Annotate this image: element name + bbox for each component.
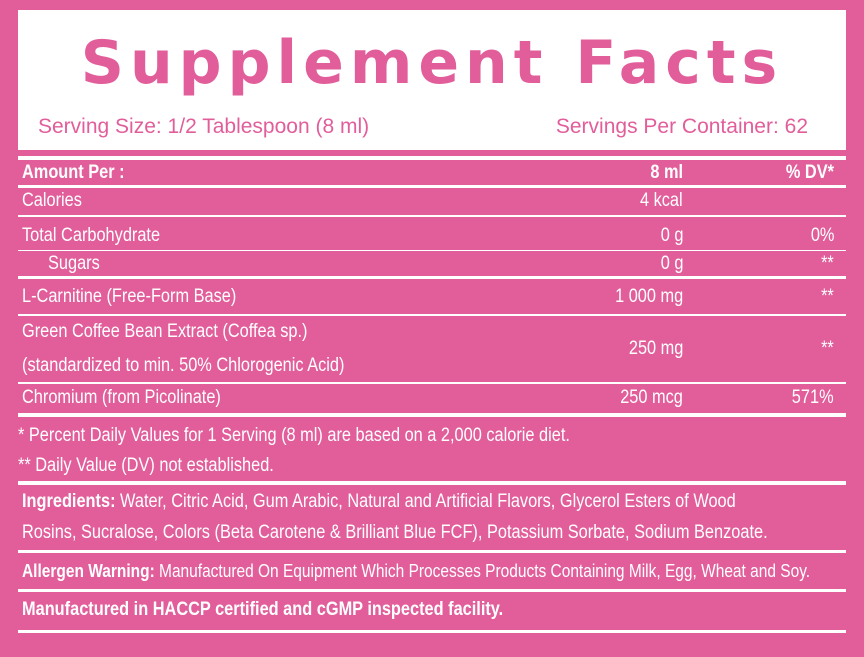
column-header: % DV* <box>785 162 834 183</box>
divider <box>18 250 846 251</box>
divider <box>18 185 846 188</box>
nutrient-name: Green Coffee Bean Extract (Coffea sp.) <box>22 321 308 342</box>
manufactured-note: Manufactured in HACCP certified and cGMP… <box>22 599 504 620</box>
daily-value: 0% <box>810 225 834 246</box>
divider <box>18 314 846 316</box>
daily-value: 571% <box>792 387 834 408</box>
title: Supplement Facts <box>80 28 784 98</box>
ingredients-label: Ingredients: <box>22 491 116 512</box>
daily-value: ** <box>821 286 834 307</box>
amount: 250 mcg <box>620 387 683 408</box>
nutrient-name: L-Carnitine (Free-Form Base) <box>22 286 237 307</box>
ingredients-text: Rosins, Sucralose, Colors (Beta Carotene… <box>22 522 768 543</box>
ingredients: Ingredients: Water, Citric Acid, Gum Ara… <box>22 490 736 514</box>
serving-size: Serving Size: 1/2 Tablespoon (8 ml) <box>38 115 370 138</box>
daily-value: ** <box>821 253 834 274</box>
divider <box>18 589 846 592</box>
allergen-label: Allergen Warning: <box>22 561 155 581</box>
amount: 250 mg <box>628 338 683 359</box>
divider <box>18 550 846 553</box>
divider <box>18 215 846 217</box>
divider <box>18 382 846 384</box>
divider <box>18 413 846 417</box>
amount: 0 g <box>660 225 683 246</box>
column-header: Amount Per : <box>22 162 125 183</box>
amount: 4 kcal <box>640 190 683 211</box>
footnote: ** Daily Value (DV) not established. <box>18 455 274 476</box>
nutrient-name: (standardized to min. 50% Chlorogenic Ac… <box>22 355 345 376</box>
servings-per-container: Servings Per Container: 62 <box>555 115 808 138</box>
nutrient-name: Calories <box>22 190 82 211</box>
divider <box>18 276 846 279</box>
ingredients-text: Water, Citric Acid, Gum Arabic, Natural … <box>120 491 736 512</box>
amount: 1 000 mg <box>614 286 683 307</box>
nutrient-name: Total Carbohydrate <box>22 225 161 246</box>
header-box: Supplement Facts Serving Size: 1/2 Table… <box>18 10 846 150</box>
column-header: 8 ml <box>650 162 683 183</box>
nutrient-name: Chromium (from Picolinate) <box>22 387 221 408</box>
allergen-text: Manufactured On Equipment Which Processe… <box>159 561 811 581</box>
amount: 0 g <box>660 253 683 274</box>
footnote: * Percent Daily Values for 1 Serving (8 … <box>18 425 570 446</box>
daily-value: ** <box>821 338 834 359</box>
nutrient-name: Sugars <box>48 253 100 274</box>
divider <box>18 630 846 633</box>
allergen: Allergen Warning: Manufactured On Equipm… <box>22 559 810 583</box>
divider <box>18 156 846 160</box>
divider <box>18 481 846 485</box>
